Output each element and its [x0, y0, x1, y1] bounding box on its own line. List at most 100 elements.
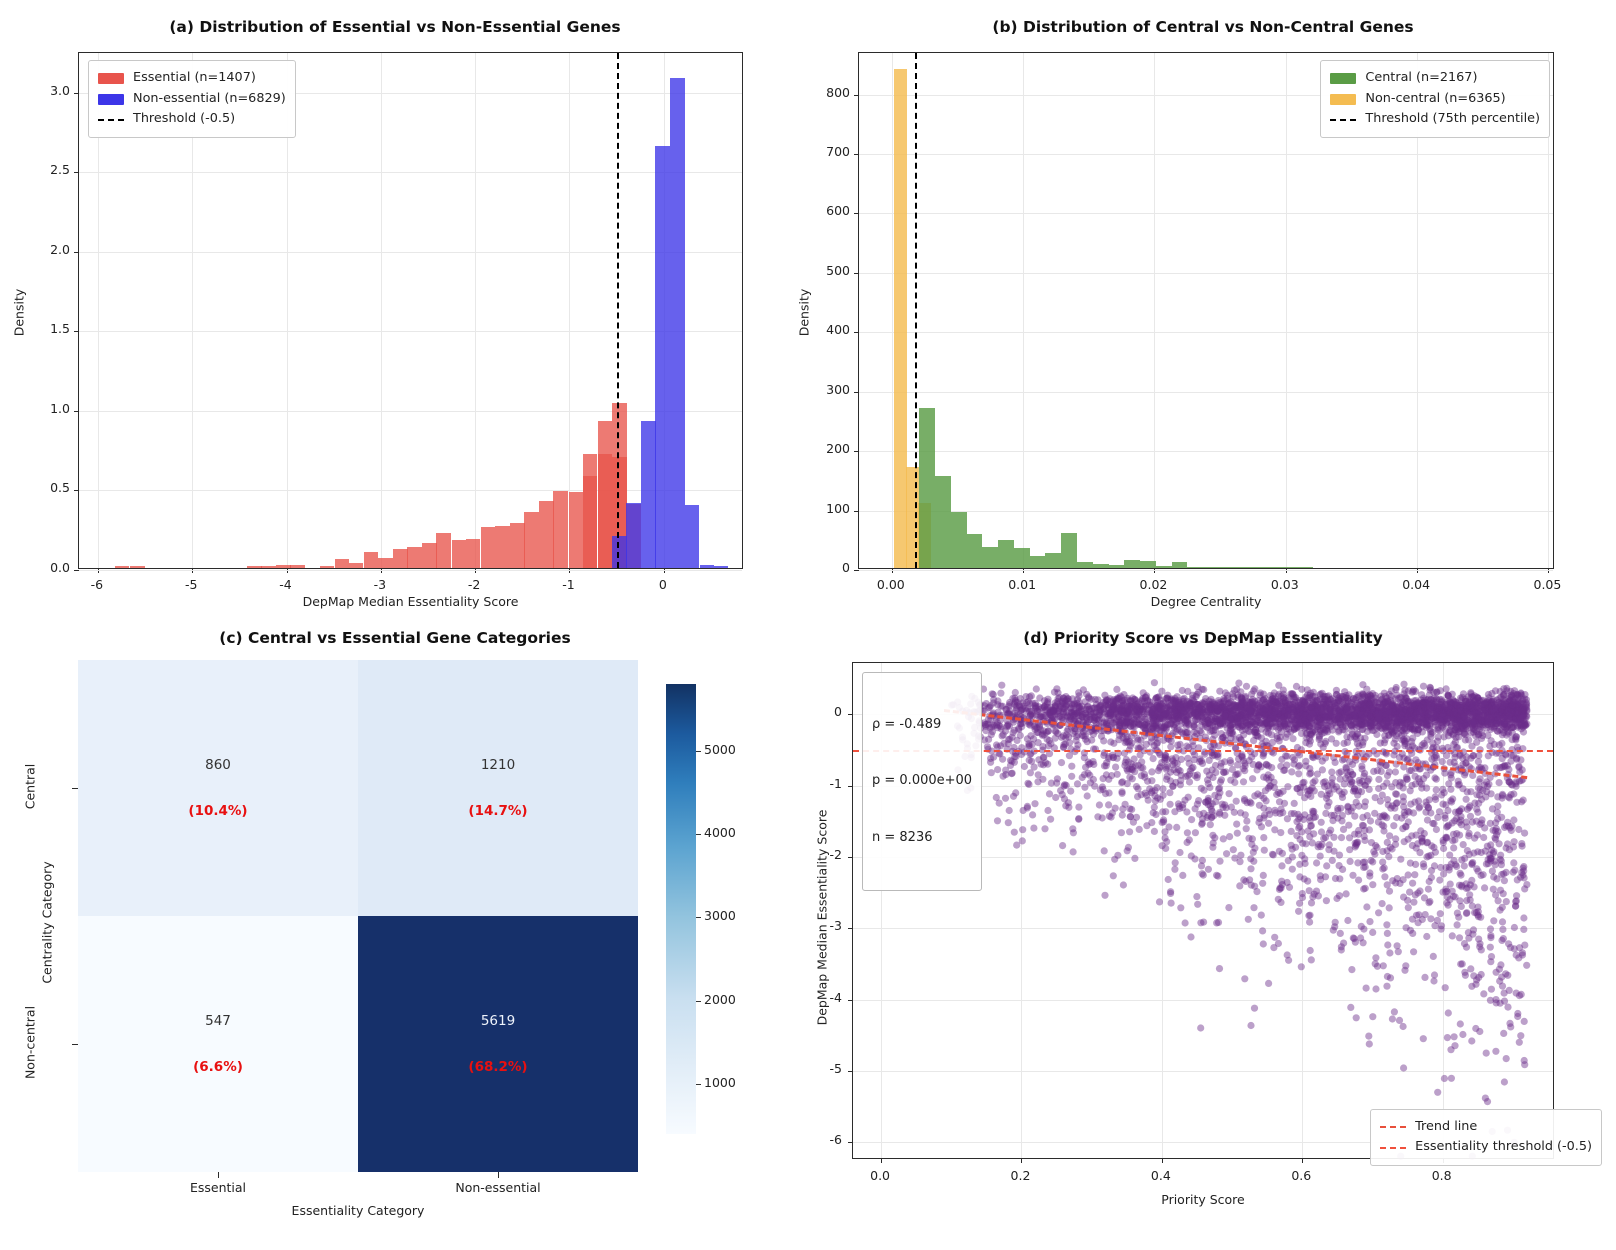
heatmap-cell-percent: (6.6%): [193, 1059, 243, 1075]
panel-a-axes: [74, 52, 743, 573]
x-tick-label: Non-essential: [455, 1180, 541, 1195]
x-tick-label: -1: [562, 577, 575, 592]
x-tick-label: -2: [467, 577, 481, 592]
y-tick-label: 600: [826, 203, 850, 219]
x-tick-label: -5: [184, 577, 198, 592]
gridline-vertical: [569, 53, 571, 568]
histogram-bar: [1250, 567, 1267, 568]
gridline-vertical: [1021, 663, 1023, 1158]
stat-pvalue: p = 0.000e+00: [872, 773, 973, 789]
gridline-horizontal: [853, 928, 1553, 930]
heatmap-cell-count: 547: [205, 1013, 231, 1029]
heatmap-cell-percent: (14.7%): [468, 803, 528, 819]
histogram-bar: [611, 536, 627, 568]
panel-c-ylabel: Centrality Category: [39, 861, 55, 984]
y-tick-label: -5: [829, 1060, 842, 1076]
histogram-bar: [919, 407, 936, 568]
histogram-bar: [568, 491, 584, 568]
legend-dash-icon: [1330, 118, 1357, 121]
colorbar-tick-mark: [696, 1000, 701, 1002]
gridline-vertical: [1285, 53, 1287, 568]
gridline-horizontal: [859, 451, 1553, 453]
histogram-bar: [597, 420, 613, 568]
gridline-vertical: [1442, 663, 1444, 1158]
stat-rho: ρ = -0.489: [872, 716, 942, 732]
x-tick-label: 0.02: [1139, 577, 1168, 592]
tick-mark: [848, 785, 853, 787]
legend-label: Threshold (75th percentile): [1365, 111, 1540, 127]
histogram-bar: [713, 566, 729, 568]
panel-d: (d) Priority Score vs DepMap Essentialit…: [790, 620, 1616, 1250]
tick-mark: [74, 92, 79, 94]
gridline-horizontal: [859, 213, 1553, 215]
panel-d-title: (d) Priority Score vs DepMap Essentialit…: [1023, 629, 1383, 647]
legend-dash-icon: [1380, 1146, 1407, 1149]
tick-mark: [854, 94, 859, 96]
legend-swatch: [1330, 93, 1357, 105]
tick-mark: [854, 510, 859, 512]
panel-a-xlabel: DepMap Median Essentiality Score: [302, 594, 519, 609]
y-tick-label: 0.5: [50, 480, 70, 496]
gridline-vertical: [1161, 663, 1163, 1158]
histogram-bar: [1140, 560, 1156, 568]
threshold-line: [616, 53, 619, 568]
tick-mark: [74, 570, 79, 571]
panel-d-xlabel: Priority Score: [1161, 1192, 1245, 1207]
histogram-bar: [510, 523, 525, 568]
y-tick-label: -3: [829, 918, 842, 934]
histogram-bar: [407, 547, 422, 568]
gridline-horizontal: [853, 856, 1553, 858]
panel-a: (a) Distribution of Essential vs Non-Ess…: [0, 0, 790, 620]
histogram-bar: [582, 454, 598, 568]
legend-swatch: [1330, 72, 1357, 84]
legend-entry: Threshold (75th percentile): [1330, 109, 1540, 130]
y-tick-label: 300: [826, 381, 850, 397]
tick-mark: [848, 1142, 853, 1144]
tick-mark: [1021, 1158, 1023, 1163]
gridline-horizontal: [853, 785, 1553, 787]
gridline-vertical: [286, 53, 288, 568]
x-tick-label: 0.4: [1150, 1168, 1171, 1183]
y-tick-label: 3.0: [50, 82, 70, 98]
x-tick-label: 0.01: [1008, 577, 1037, 592]
x-tick-label: 0.0: [870, 1168, 891, 1183]
tick-mark: [1161, 1158, 1163, 1163]
tick-mark: [74, 490, 79, 492]
gridline-horizontal: [853, 1142, 1553, 1144]
legend-label: Essentiality threshold (-0.5): [1415, 1139, 1592, 1155]
tick-mark: [72, 1044, 78, 1045]
tick-mark: [848, 856, 853, 858]
gridline-horizontal: [859, 391, 1553, 393]
heatmap-cell-percent: (10.4%): [188, 803, 248, 819]
histogram-bar: [451, 540, 467, 568]
histogram-bar: [950, 511, 967, 568]
stat-n: n = 8236: [872, 829, 933, 845]
histogram-bar: [363, 552, 379, 568]
colorbar-tick-label: 2000: [704, 991, 736, 1007]
histogram-bar: [114, 566, 130, 568]
tick-mark: [74, 251, 79, 253]
legend-entry: Essential (n=1407): [98, 68, 286, 89]
x-tick-label: 0.00: [876, 577, 905, 592]
histogram-bar: [129, 566, 145, 568]
gridline-horizontal: [859, 570, 1553, 571]
histogram-bar: [1124, 559, 1141, 568]
legend-entry: Essentiality threshold (-0.5): [1380, 1137, 1592, 1158]
gridline-horizontal: [79, 172, 742, 174]
heatmap-cell-count: 860: [205, 757, 231, 773]
legend-label: Threshold (-0.5): [133, 111, 236, 127]
histogram-bar: [422, 543, 437, 568]
histogram-bar: [393, 548, 408, 568]
panel-c-colorbar: [666, 684, 696, 1134]
histogram-bar: [1234, 567, 1251, 568]
gridline-horizontal: [859, 154, 1553, 156]
x-tick-label: -4: [279, 577, 292, 592]
legend-entry: Central (n=2167): [1330, 68, 1540, 89]
heatmap-cell: 547 (6.6%): [78, 916, 358, 1172]
histogram-bar: [982, 546, 999, 568]
colorbar-tick-label: 5000: [704, 741, 736, 757]
panel-c-heatmap: 860 (10.4%) 1210 (14.7%) 547 (6.6%) 5619 (68.2%…: [78, 660, 638, 1172]
panel-d-stats-box: ρ = -0.489 p = 0.000e+00 n = 8236: [862, 672, 983, 892]
colorbar-tick-mark: [696, 1084, 701, 1085]
